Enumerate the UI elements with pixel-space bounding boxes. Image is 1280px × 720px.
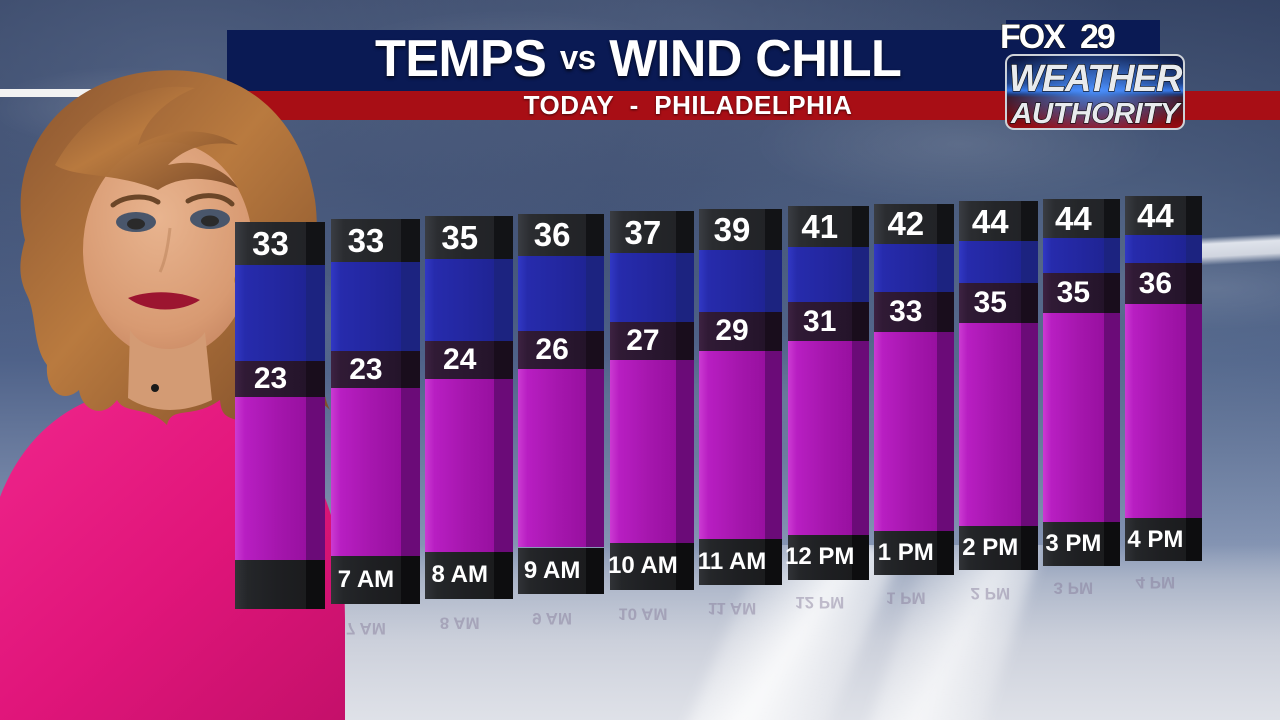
svg-text:WEATHER: WEATHER: [1009, 58, 1183, 100]
svg-text:AUTHORITY: AUTHORITY: [1010, 98, 1182, 130]
svg-text:29: 29: [1080, 18, 1115, 56]
svg-text:FOX: FOX: [1000, 18, 1066, 56]
